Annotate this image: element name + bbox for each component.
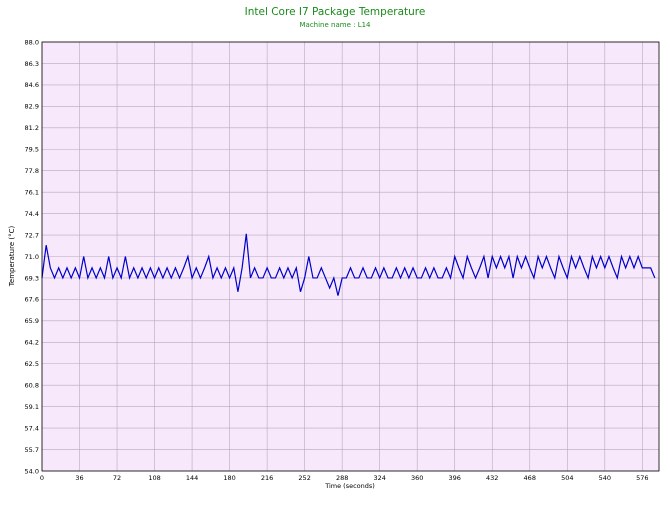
y-axis-label: Temperature (°C) xyxy=(8,226,16,288)
x-tick-label: 576 xyxy=(636,474,648,482)
y-tick-label: 54.0 xyxy=(25,467,39,475)
y-tick-label: 82.9 xyxy=(25,103,39,111)
y-tick-label: 62.5 xyxy=(25,360,39,368)
x-tick-label: 504 xyxy=(561,474,573,482)
y-tick-label: 77.8 xyxy=(25,167,39,175)
x-tick-label: 324 xyxy=(373,474,385,482)
y-tick-label: 65.9 xyxy=(25,317,39,325)
x-tick-label: 144 xyxy=(186,474,198,482)
x-tick-label: 108 xyxy=(148,474,160,482)
x-tick-label: 252 xyxy=(298,474,310,482)
y-tick-label: 74.4 xyxy=(25,210,39,218)
x-tick-label: 396 xyxy=(449,474,461,482)
y-tick-label: 57.4 xyxy=(25,424,39,432)
chart-title: Intel Core I7 Package Temperature xyxy=(245,6,426,18)
y-tick-label: 81.2 xyxy=(25,124,39,132)
x-axis-label: Time (seconds) xyxy=(324,482,375,490)
x-tick-label: 360 xyxy=(411,474,423,482)
x-tick-label: 216 xyxy=(261,474,273,482)
x-tick-label: 468 xyxy=(524,474,536,482)
y-tick-label: 67.6 xyxy=(25,296,39,304)
y-tick-label: 55.7 xyxy=(25,446,39,454)
y-tick-label: 72.7 xyxy=(25,231,39,239)
x-tick-label: 288 xyxy=(336,474,348,482)
x-tick-label: 432 xyxy=(486,474,498,482)
y-tick-label: 86.3 xyxy=(25,60,39,68)
x-tick-label: 0 xyxy=(40,474,44,482)
y-tick-label: 60.8 xyxy=(25,382,39,390)
chart-subtitle: Machine name : L14 xyxy=(300,21,372,29)
y-tick-label: 59.1 xyxy=(25,403,39,411)
x-tick-label: 36 xyxy=(75,474,83,482)
y-tick-label: 71.0 xyxy=(25,253,39,261)
y-tick-label: 79.5 xyxy=(25,146,39,154)
y-tick-label: 84.6 xyxy=(25,81,39,89)
y-tick-label: 64.2 xyxy=(25,339,39,347)
x-tick-label: 540 xyxy=(599,474,611,482)
data-line xyxy=(41,233,656,296)
x-tick-label: 72 xyxy=(113,474,121,482)
plot-border xyxy=(41,41,660,472)
y-tick-label: 69.3 xyxy=(25,274,39,282)
y-tick-label: 88.0 xyxy=(25,38,39,46)
y-tick-label: 76.1 xyxy=(25,188,39,196)
x-tick-label: 180 xyxy=(223,474,235,482)
